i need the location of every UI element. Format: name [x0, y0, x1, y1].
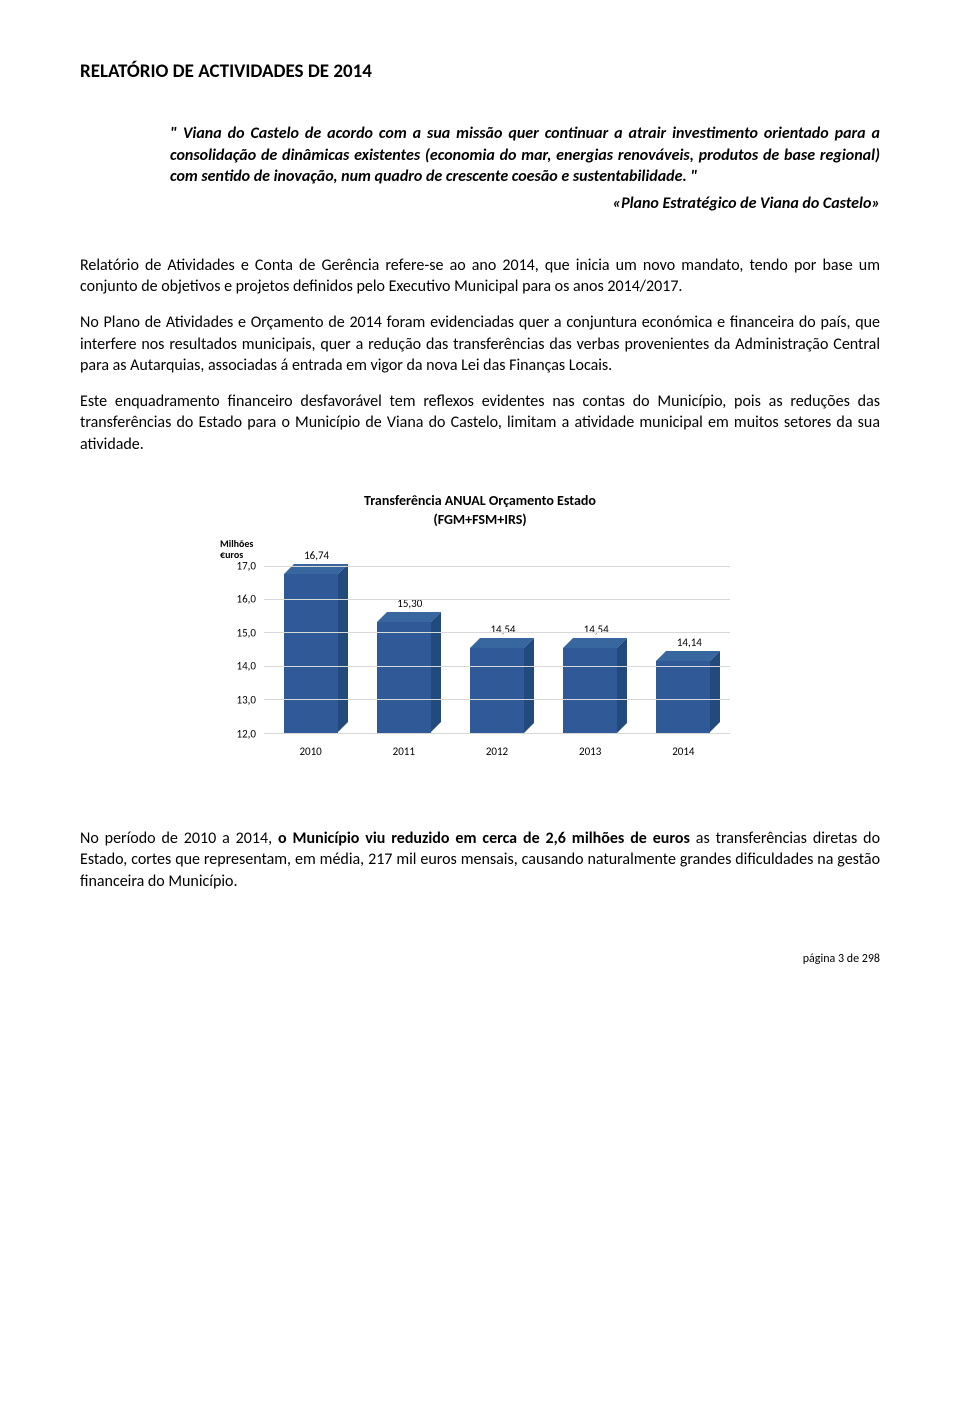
y-axis-unit: Milhões €uros — [220, 538, 253, 560]
chart-title: Transferência ANUAL Orçamento Estado — [220, 492, 740, 509]
bar-value-label: 14,14 — [662, 636, 716, 649]
chart-subtitle: (FGM+FSM+IRS) — [220, 511, 740, 528]
bar-group: 14,54 — [462, 566, 532, 733]
bar: 14,54 — [563, 648, 617, 733]
gridline — [264, 699, 730, 700]
bar-front — [563, 648, 617, 733]
bar-top — [563, 638, 627, 648]
bar-value-label: 14,54 — [569, 623, 623, 636]
bar-front — [470, 648, 524, 733]
x-tick-label: 2012 — [462, 745, 532, 758]
bar: 15,30 — [377, 622, 431, 732]
y-tick-label: 12,0 — [237, 727, 256, 740]
chart-area: Milhões €uros 17,0 16,0 15,0 14,0 13,0 12,0 1… — [220, 538, 740, 758]
bar: 14,14 — [656, 661, 710, 732]
x-tick-label: 2011 — [369, 745, 439, 758]
bar-value-label: 14,54 — [476, 623, 530, 636]
y-tick-label: 15,0 — [237, 626, 256, 639]
bar-group: 15,30 — [369, 566, 439, 733]
x-axis-labels: 2010 2011 2012 2013 2014 — [264, 745, 730, 758]
chart-plot: 16,74 15,30 14,54 14,54 14,14 — [264, 566, 730, 734]
gridline — [264, 733, 730, 734]
bar-top — [377, 612, 441, 622]
chart-bars: 16,74 15,30 14,54 14,54 14,14 — [264, 566, 730, 733]
p4-part-a: No período de 2010 a 2014, — [80, 829, 278, 848]
y-tick-label: 13,0 — [237, 693, 256, 706]
y-tick-label: 16,0 — [237, 593, 256, 606]
y-tick-label: 17,0 — [237, 559, 256, 572]
bar-front — [656, 661, 710, 732]
transfer-chart: Transferência ANUAL Orçamento Estado (FG… — [220, 492, 740, 758]
bar-top — [656, 651, 720, 661]
bar-side — [617, 638, 627, 733]
gridline — [264, 599, 730, 600]
bar: 14,54 — [470, 648, 524, 733]
x-tick-label: 2014 — [648, 745, 718, 758]
bar-front — [377, 622, 431, 732]
y-unit-line2: €uros — [220, 549, 253, 560]
gridline — [264, 566, 730, 567]
paragraph-1: Relatório de Atividades e Conta de Gerên… — [80, 255, 880, 298]
page-footer: página 3 de 298 — [80, 952, 880, 966]
bar-group: 16,74 — [276, 566, 346, 733]
y-tick-label: 14,0 — [237, 660, 256, 673]
quote-source: «Plano Estratégico de Viana do Castelo» — [80, 194, 880, 213]
page-title: RELATÓRIO DE ACTIVIDADES DE 2014 — [80, 60, 880, 83]
bar-side — [431, 612, 441, 732]
bar-value-label: 16,74 — [290, 549, 344, 562]
paragraph-3: Este enquadramento financeiro desfavoráv… — [80, 391, 880, 456]
gridline — [264, 666, 730, 667]
bar-top — [470, 638, 534, 648]
y-axis: 17,016,015,014,013,012,0 — [220, 566, 260, 734]
bar-side — [338, 564, 348, 732]
paragraph-2: No Plano de Atividades e Orçamento de 20… — [80, 312, 880, 377]
quote-text: " Viana do Castelo de acordo com a sua m… — [80, 123, 880, 188]
p4-part-b: o Município viu reduzido em cerca de 2,6… — [278, 829, 690, 848]
bar-group: 14,54 — [555, 566, 625, 733]
bar-side — [710, 651, 720, 732]
bar-side — [524, 638, 534, 733]
paragraph-4: No período de 2010 a 2014, o Município v… — [80, 828, 880, 893]
bar-group: 14,14 — [648, 566, 718, 733]
x-tick-label: 2013 — [555, 745, 625, 758]
gridline — [264, 632, 730, 633]
y-unit-line1: Milhões — [220, 538, 253, 549]
x-tick-label: 2010 — [276, 745, 346, 758]
